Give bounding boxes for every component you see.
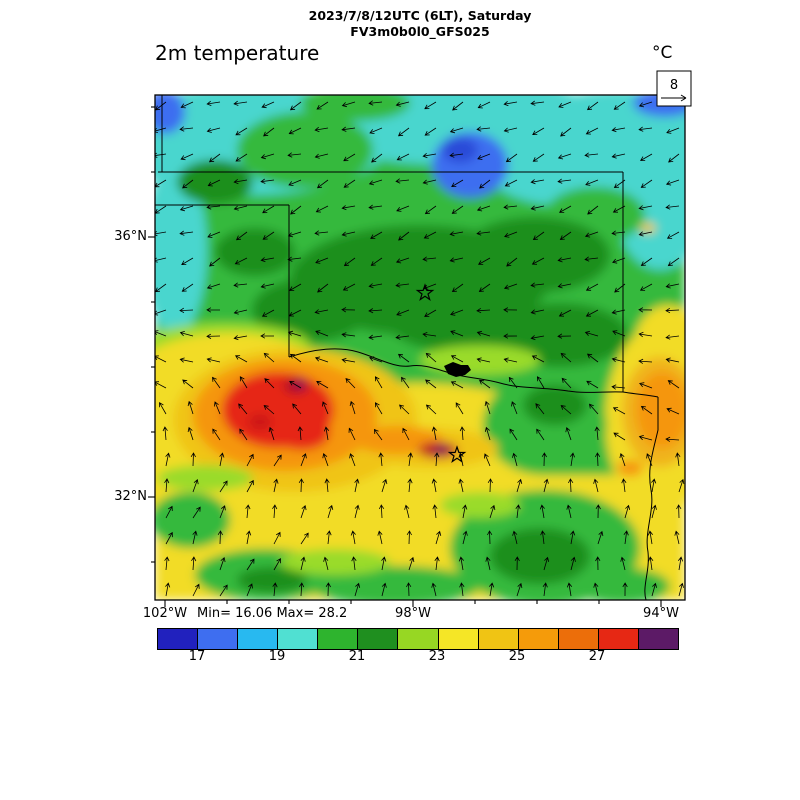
plot-title: 2m temperature [155,41,320,65]
colorbar-segment [277,629,318,649]
header-model: FV3m0b0l0_GFS025 [350,24,490,39]
colorbar [157,628,679,650]
colorbar-segment [357,629,398,649]
lat-label-36n: 36°N [114,229,147,244]
wind-arrows [155,100,685,597]
min-max-text: Min= 16.06 Max= 28.2 [197,606,348,621]
unit-label: °C [652,43,673,63]
colorbar-segment [317,629,358,649]
colorbar-segment [517,629,558,649]
temperature-field [155,95,685,600]
lon-label-102w: 102°W [142,606,188,621]
reference-vector-box: 8 [656,70,692,107]
colorbar-segment [637,629,679,649]
lake-marker [444,362,471,377]
colorbar-segment [158,629,198,649]
reference-vector-arrow-icon [661,94,687,102]
reference-vector-value: 8 [670,78,678,93]
colorbar-segment [197,629,238,649]
lon-label-98w: 98°W [395,606,431,621]
colorbar-segment [397,629,438,649]
colorbar-segment [557,629,598,649]
colorbar-segment [597,629,638,649]
colorbar-segment [237,629,278,649]
lon-label-94w: 94°W [643,606,679,621]
colorbar-segment [477,629,518,649]
header-datetime: 2023/7/8/12UTC (6LT), Saturday [308,8,532,23]
star-marker-north [415,283,435,301]
star-marker-south [447,445,467,463]
colorbar-segment [437,629,478,649]
axis-ticks [148,106,662,607]
map-frame [154,94,686,601]
state-borders [155,95,659,600]
lat-label-32n: 32°N [114,489,147,504]
